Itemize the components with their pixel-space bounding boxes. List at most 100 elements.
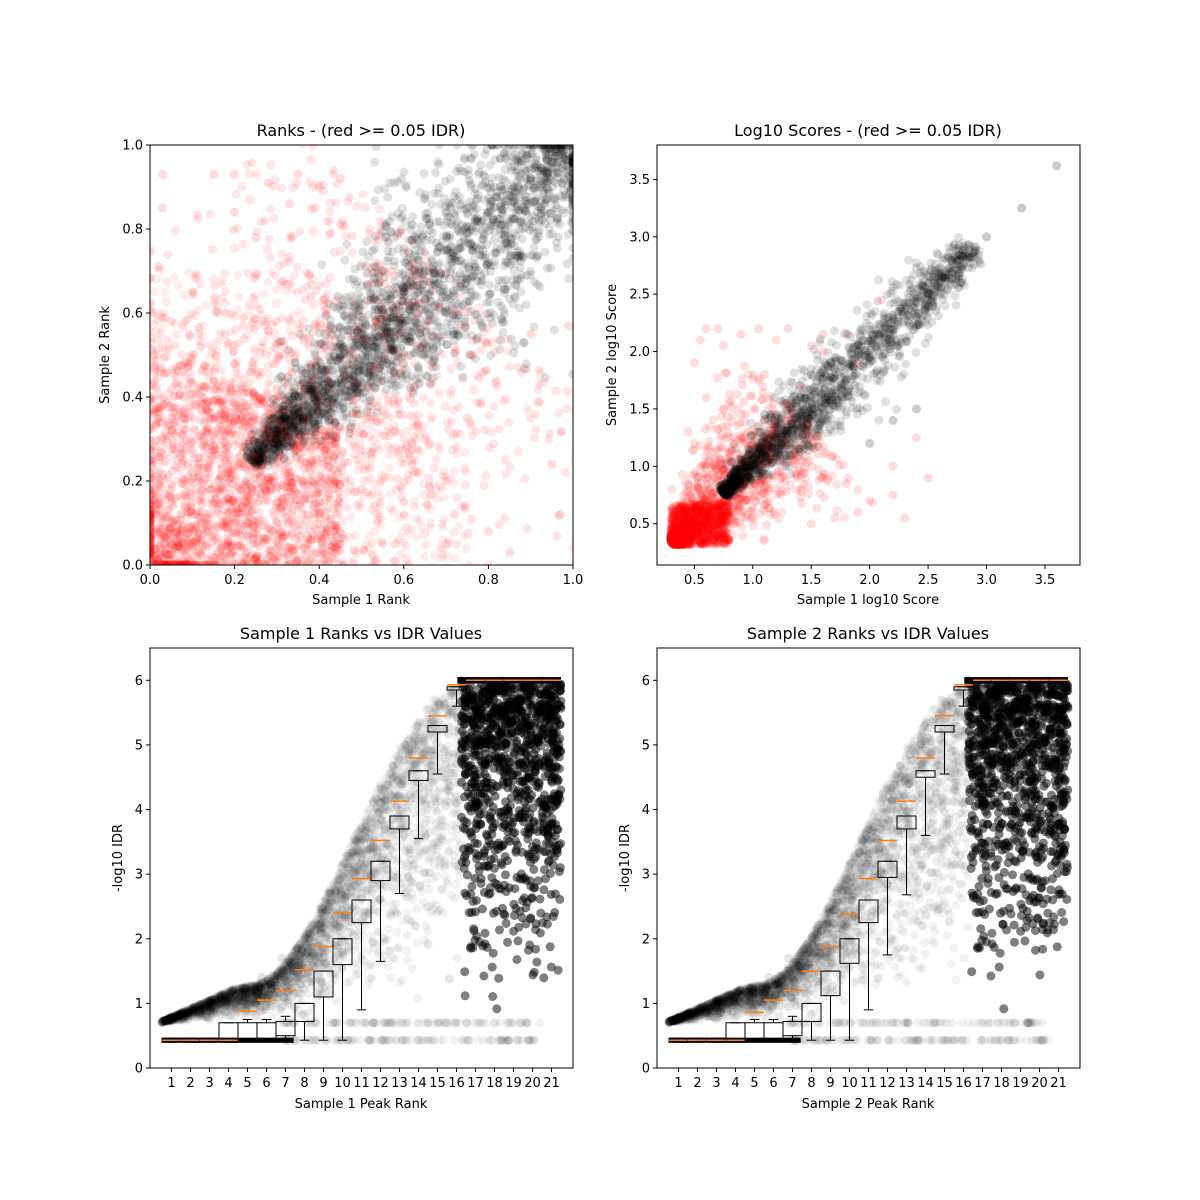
data-point-red bbox=[425, 398, 435, 408]
data-point-red bbox=[313, 426, 323, 436]
data-point-red bbox=[277, 249, 287, 259]
data-point-red bbox=[150, 553, 160, 563]
data-point-red bbox=[256, 427, 266, 437]
data-point-red bbox=[284, 256, 294, 266]
data-point-red bbox=[237, 380, 247, 390]
data-point-red bbox=[189, 478, 199, 487]
data-point-red bbox=[294, 442, 304, 452]
data-point-red bbox=[276, 501, 286, 511]
data-point-red bbox=[425, 481, 434, 491]
data-point-red bbox=[186, 490, 196, 499]
data-point-red bbox=[224, 459, 234, 469]
data-point-red bbox=[264, 369, 274, 379]
data-point-red bbox=[384, 400, 393, 410]
data-point-red bbox=[240, 438, 250, 448]
data-point-red bbox=[202, 527, 212, 537]
data-point-red bbox=[277, 424, 287, 434]
data-point-red bbox=[150, 542, 155, 552]
data-point-red bbox=[150, 505, 155, 515]
data-point-red bbox=[171, 536, 181, 546]
data-point-red bbox=[259, 441, 269, 451]
data-point-red bbox=[396, 410, 406, 420]
data-point-red bbox=[187, 542, 197, 552]
data-point-red bbox=[217, 463, 227, 473]
data-point-red bbox=[385, 412, 394, 422]
data-point-red bbox=[179, 290, 189, 300]
data-point-red bbox=[222, 308, 232, 318]
data-point-red bbox=[305, 269, 315, 279]
data-point-red bbox=[243, 436, 253, 446]
data-point-red bbox=[287, 528, 297, 538]
data-point-red bbox=[284, 497, 294, 507]
data-point-red bbox=[277, 508, 287, 518]
data-point-red bbox=[154, 514, 164, 524]
data-point-red bbox=[298, 437, 308, 447]
data-point-red bbox=[417, 341, 427, 351]
data-point-red bbox=[291, 446, 301, 456]
data-point-red bbox=[323, 475, 333, 485]
data-point-red bbox=[218, 375, 228, 385]
data-point-red bbox=[214, 560, 224, 565]
data-point-red bbox=[158, 314, 168, 324]
data-point-red bbox=[329, 247, 339, 257]
data-point-red bbox=[209, 560, 219, 565]
data-point-red bbox=[440, 515, 450, 525]
data-point-red bbox=[325, 341, 335, 351]
data-point-red bbox=[294, 400, 304, 410]
data-point-red bbox=[268, 359, 278, 368]
data-point-red bbox=[195, 495, 204, 505]
data-point-red bbox=[404, 301, 414, 311]
data-point-red bbox=[282, 550, 292, 560]
data-point-red bbox=[232, 389, 241, 399]
data-point-red bbox=[318, 453, 328, 463]
data-point-red bbox=[150, 535, 155, 545]
data-point-red bbox=[150, 519, 155, 529]
data-point-red bbox=[177, 479, 187, 489]
data-point-red bbox=[329, 165, 339, 175]
data-point-red bbox=[223, 536, 233, 546]
data-point-red bbox=[288, 232, 298, 242]
data-point-red bbox=[439, 466, 449, 476]
data-point-red bbox=[300, 432, 310, 442]
data-point-red bbox=[215, 510, 225, 520]
data-point-red bbox=[323, 446, 332, 456]
data-point-red bbox=[224, 529, 233, 539]
data-point-red bbox=[299, 496, 309, 506]
data-point-red bbox=[176, 350, 186, 360]
data-point-red bbox=[222, 522, 232, 532]
data-point-red bbox=[162, 335, 172, 345]
data-point-red bbox=[193, 305, 203, 315]
data-point-red bbox=[379, 388, 389, 398]
data-point-red bbox=[310, 558, 320, 565]
data-point-red bbox=[263, 326, 273, 336]
data-point-red bbox=[218, 560, 228, 565]
data-point-red bbox=[150, 451, 155, 461]
data-point-red bbox=[160, 560, 170, 565]
data-point-red bbox=[244, 388, 254, 398]
data-point-red bbox=[155, 544, 165, 554]
data-point-red bbox=[294, 307, 304, 317]
data-point-black bbox=[540, 219, 550, 229]
data-point-red bbox=[203, 423, 213, 433]
data-point-red bbox=[258, 341, 268, 351]
data-point-red bbox=[235, 145, 239, 146]
data-point-red bbox=[211, 307, 221, 317]
data-point-red bbox=[210, 489, 220, 499]
data-point-red bbox=[330, 436, 340, 446]
data-point-red bbox=[412, 418, 422, 428]
data-point-red bbox=[366, 263, 376, 273]
data-point-red bbox=[176, 539, 186, 549]
data-point-red bbox=[179, 456, 189, 465]
data-point-red bbox=[413, 410, 423, 420]
data-point-red bbox=[392, 473, 402, 483]
data-point-red bbox=[239, 489, 249, 499]
data-point-red bbox=[374, 230, 384, 240]
data-point-red bbox=[304, 459, 314, 469]
data-point-red bbox=[282, 471, 292, 481]
data-point-red bbox=[389, 348, 399, 358]
data-point-black bbox=[485, 179, 495, 189]
data-point-red bbox=[158, 404, 168, 414]
data-point-red bbox=[344, 192, 354, 202]
data-point-red bbox=[258, 533, 268, 543]
data-point-red bbox=[174, 538, 184, 548]
